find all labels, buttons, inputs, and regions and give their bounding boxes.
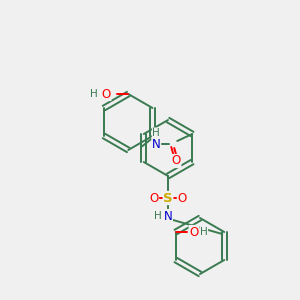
Text: O: O: [177, 191, 187, 205]
Text: H: H: [154, 211, 162, 221]
Text: N: N: [164, 209, 172, 223]
Text: H: H: [90, 89, 98, 99]
Text: H: H: [200, 227, 208, 237]
Text: H: H: [152, 128, 160, 138]
Text: S: S: [163, 191, 173, 205]
Text: O: O: [189, 226, 198, 238]
Text: O: O: [102, 88, 111, 100]
Text: N: N: [152, 137, 161, 151]
Text: O: O: [172, 154, 181, 167]
Text: O: O: [149, 191, 159, 205]
